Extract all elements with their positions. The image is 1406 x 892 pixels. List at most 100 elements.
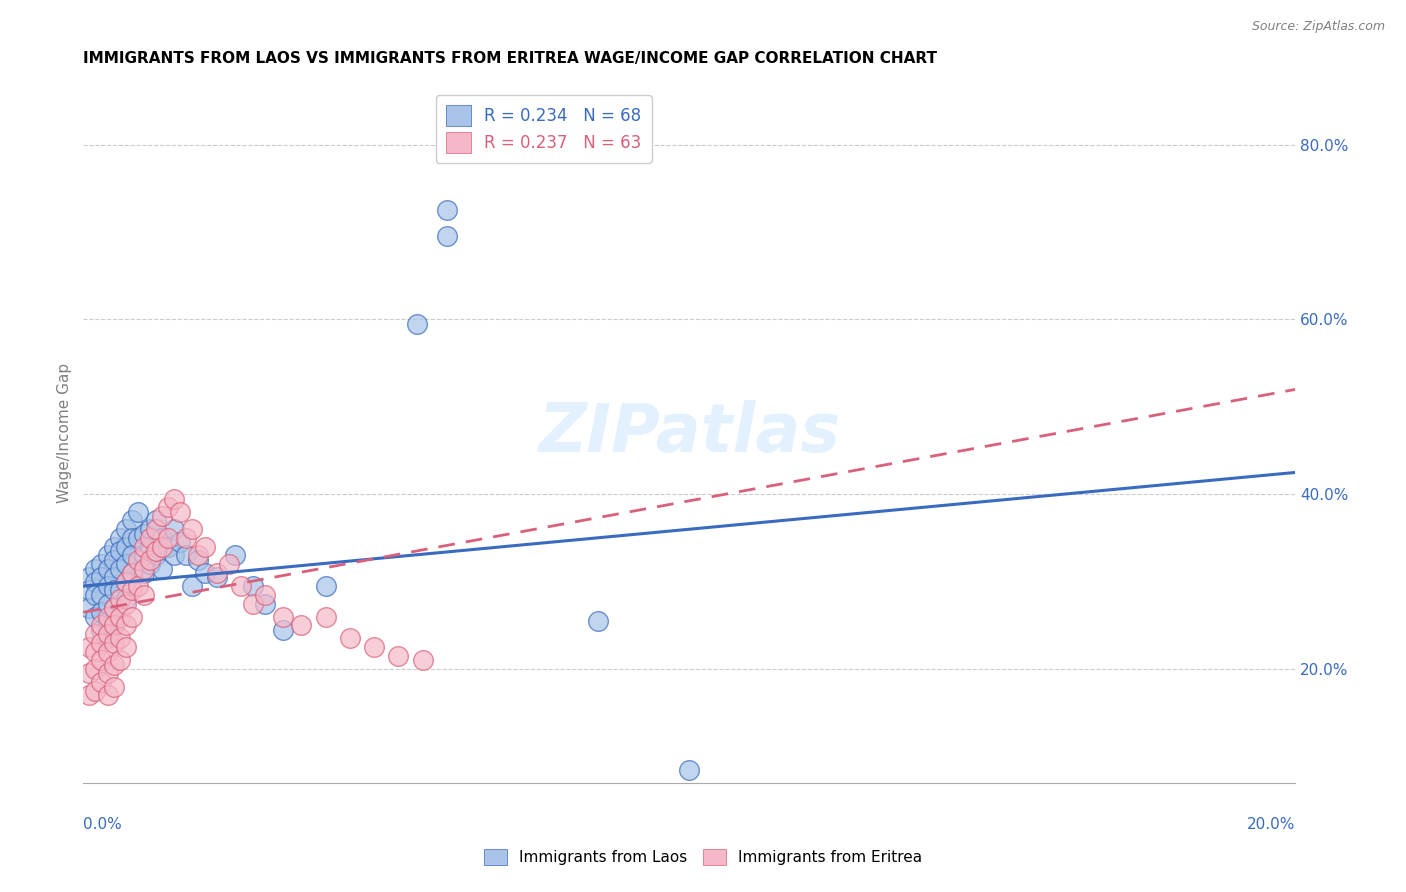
Point (96, 549, 118, 563)
Point (139, 540, 162, 554)
Point (84, 662, 107, 676)
Point (103, 600, 125, 615)
Point (108, 561, 131, 575)
Point (157, 500, 180, 515)
Point (103, 570, 125, 584)
Point (405, 317, 427, 331)
Point (150, 540, 173, 554)
Point (150, 531, 173, 545)
Point (90, 623, 112, 637)
Legend: Immigrants from Laos, Immigrants from Eritrea: Immigrants from Laos, Immigrants from Er… (478, 843, 928, 871)
Point (193, 540, 215, 554)
Point (114, 640, 136, 655)
Point (187, 549, 209, 563)
Point (163, 522, 186, 536)
Point (127, 505, 149, 519)
Point (315, 579, 337, 593)
Point (436, 229, 458, 244)
Point (96, 561, 118, 575)
Point (84, 684, 107, 698)
Text: ZIPatlas: ZIPatlas (538, 401, 841, 467)
Point (90, 570, 112, 584)
Point (132, 526, 155, 541)
Point (132, 588, 155, 602)
Point (242, 579, 264, 593)
Point (114, 574, 136, 589)
Point (127, 553, 149, 567)
Point (84, 588, 107, 602)
Point (79, 570, 101, 584)
Point (121, 549, 143, 563)
Point (176, 531, 198, 545)
Point (103, 636, 125, 650)
Point (96, 688, 118, 702)
Point (163, 549, 186, 563)
Point (218, 557, 240, 571)
Point (84, 609, 107, 624)
Point (254, 588, 277, 602)
Point (121, 566, 143, 580)
Point (96, 644, 118, 658)
Point (169, 505, 191, 519)
Point (84, 574, 107, 589)
Point (103, 540, 125, 554)
Point (229, 579, 252, 593)
Point (315, 609, 337, 624)
Point (103, 618, 125, 632)
Point (242, 597, 264, 611)
Point (187, 553, 209, 567)
Point (103, 618, 125, 632)
Legend: R = 0.234   N = 68, R = 0.237   N = 63: R = 0.234 N = 68, R = 0.237 N = 63 (436, 95, 652, 162)
Point (121, 583, 143, 598)
Point (145, 522, 167, 536)
Point (108, 609, 131, 624)
Point (121, 531, 143, 545)
Point (169, 535, 191, 549)
Point (127, 579, 149, 593)
Point (150, 509, 173, 524)
Text: Source: ZipAtlas.com: Source: ZipAtlas.com (1251, 20, 1385, 33)
Point (254, 597, 277, 611)
Point (108, 544, 131, 558)
Point (387, 648, 409, 663)
Point (114, 540, 136, 554)
Point (139, 522, 162, 536)
Point (412, 653, 434, 667)
Point (90, 605, 112, 619)
Point (108, 592, 131, 607)
Point (271, 609, 294, 624)
Point (90, 675, 112, 690)
Point (108, 531, 131, 545)
Point (139, 531, 162, 545)
Point (84, 561, 107, 575)
Point (103, 583, 125, 598)
Text: IMMIGRANTS FROM LAOS VS IMMIGRANTS FROM ERITREA WAGE/INCOME GAP CORRELATION CHAR: IMMIGRANTS FROM LAOS VS IMMIGRANTS FROM … (83, 51, 938, 66)
Point (114, 592, 136, 607)
Point (132, 549, 155, 563)
Point (96, 609, 118, 624)
Point (90, 653, 112, 667)
Point (139, 557, 162, 571)
Point (114, 557, 136, 571)
Point (339, 632, 361, 646)
Point (121, 609, 143, 624)
Point (103, 657, 125, 672)
Point (363, 640, 385, 655)
Point (96, 579, 118, 593)
Point (132, 566, 155, 580)
Point (84, 627, 107, 641)
Point (103, 600, 125, 615)
Point (90, 557, 112, 571)
Point (90, 618, 112, 632)
Point (103, 680, 125, 694)
Point (96, 597, 118, 611)
Point (79, 640, 101, 655)
Point (157, 531, 180, 545)
Point (127, 531, 149, 545)
Point (181, 579, 204, 593)
Text: 20.0%: 20.0% (1247, 817, 1295, 832)
Point (132, 561, 155, 575)
Point (181, 522, 204, 536)
Point (79, 600, 101, 615)
Point (139, 553, 162, 567)
